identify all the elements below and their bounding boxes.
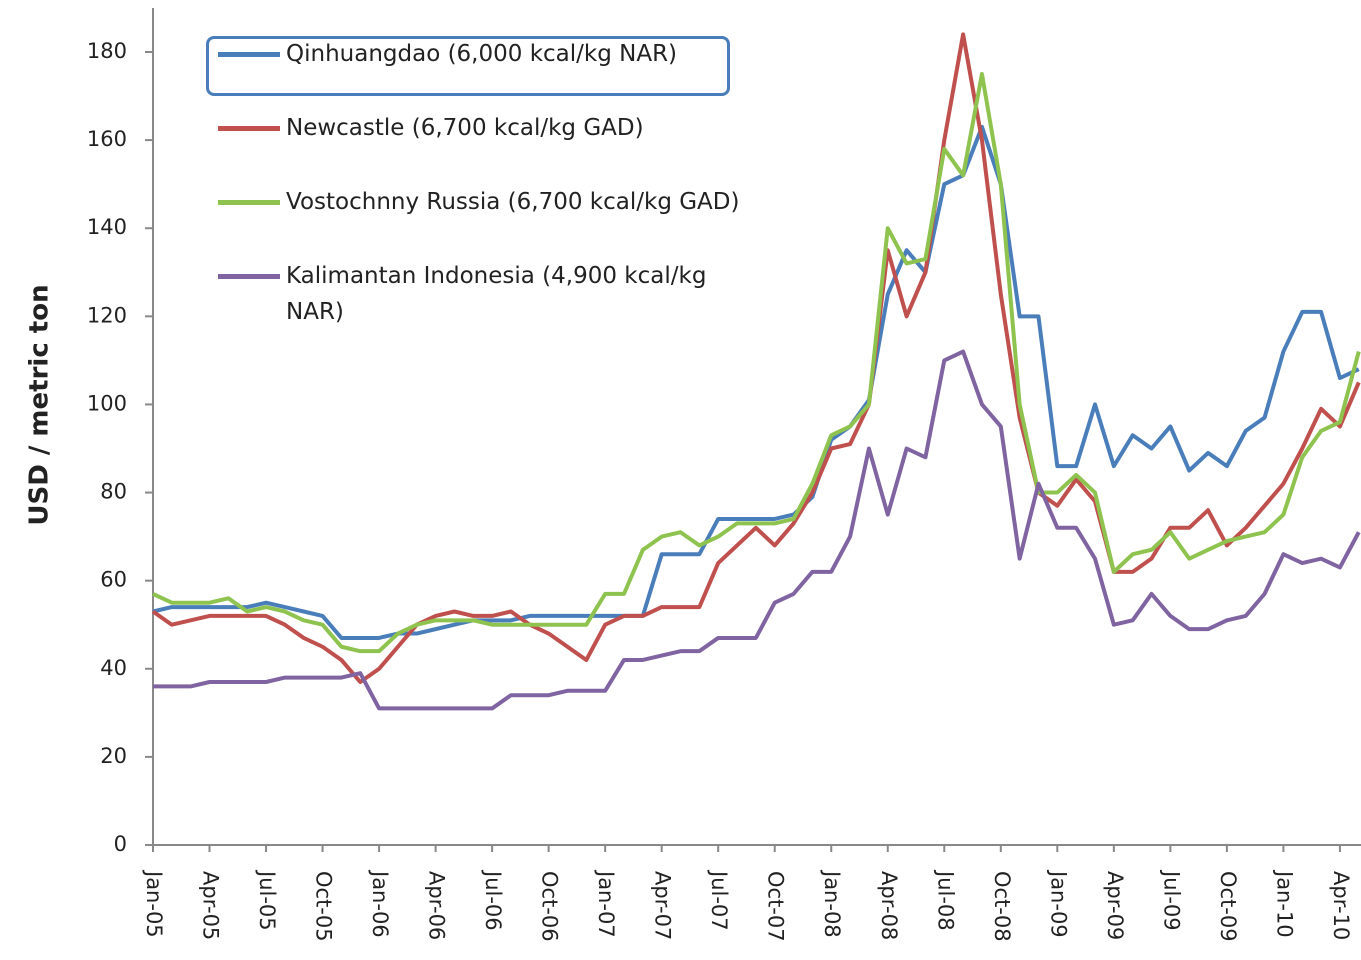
legend-swatch [218, 274, 280, 279]
x-tick-label: Apr-08 [877, 871, 901, 940]
legend-swatch [218, 52, 280, 57]
x-tick-label: Oct-09 [1216, 871, 1240, 942]
x-tick-label: Oct-06 [538, 871, 562, 942]
x-tick-label: Jan-07 [594, 869, 618, 938]
legend-swatch [218, 126, 280, 131]
series-line [152, 72, 1361, 654]
legend-label: Qinhuangdao (6,000 kcal/kg NAR) [286, 41, 678, 67]
y-axis-label: USD / metric ton [25, 284, 55, 525]
series-line [153, 349, 1361, 711]
legend-label: Newcastle (6,700 kcal/kg GAD) [286, 115, 644, 141]
legend-label: Vostochnny Russia (6,700 kcal/kg GAD) [286, 189, 740, 215]
x-tick-label: Jul-09 [1159, 869, 1183, 931]
x-tick-label: Apr-06 [425, 871, 449, 940]
y-tick-label: 40 [100, 656, 127, 680]
x-tick-label: Jan-10 [1272, 869, 1296, 938]
x-tick-label: Oct-05 [312, 871, 336, 942]
y-tick-label: 100 [87, 391, 127, 415]
x-tick-label: Jan-09 [1046, 869, 1070, 938]
legend: Qinhuangdao (6,000 kcal/kg NAR) Newcastle… [206, 36, 806, 368]
x-tick-label: Oct-07 [764, 871, 788, 942]
legend-label: Kalimantan Indonesia (4,900 kcal/kg NAR) [286, 263, 707, 325]
y-tick-label: 160 [87, 127, 127, 151]
y-tick-label: 80 [100, 480, 127, 504]
y-tick-label: 60 [100, 568, 127, 592]
x-tick-label: Jan-06 [368, 869, 392, 938]
x-tick-label: Apr-09 [1103, 871, 1127, 940]
x-tick-label: Apr-05 [199, 871, 223, 940]
y-tick-label: 0 [114, 832, 127, 856]
y-tick-label: 120 [87, 303, 127, 327]
legend-item: Newcastle (6,700 kcal/kg GAD) [206, 110, 746, 146]
x-tick-label: Jul-06 [481, 869, 505, 931]
y-tick-label: 180 [87, 39, 127, 63]
x-tick-label: Oct-08 [990, 871, 1014, 942]
x-tick-label: Apr-10 [1329, 871, 1353, 940]
legend-item: Qinhuangdao (6,000 kcal/kg NAR) [206, 36, 746, 72]
legend-item: Vostochnny Russia (6,700 kcal/kg GAD) [206, 184, 746, 220]
x-tick-label: Jul-07 [707, 869, 731, 931]
x-tick-label: Jan-08 [820, 869, 844, 938]
x-tick-label: Jul-05 [255, 869, 279, 931]
series-line [152, 124, 1360, 640]
legend-item: Kalimantan Indonesia (4,900 kcal/kg NAR) [206, 258, 746, 330]
legend-highlight [206, 36, 730, 96]
y-tick-label: 20 [100, 744, 127, 768]
x-tick-label: Jul-08 [933, 869, 957, 931]
x-tick-label: Apr-07 [651, 871, 675, 940]
x-tick-label: Jan-05 [142, 869, 166, 938]
legend-swatch [218, 200, 280, 205]
y-tick-label: 140 [87, 215, 127, 239]
